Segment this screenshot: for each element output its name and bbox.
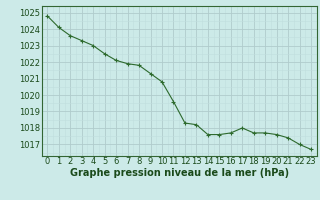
X-axis label: Graphe pression niveau de la mer (hPa): Graphe pression niveau de la mer (hPa) (70, 168, 289, 178)
